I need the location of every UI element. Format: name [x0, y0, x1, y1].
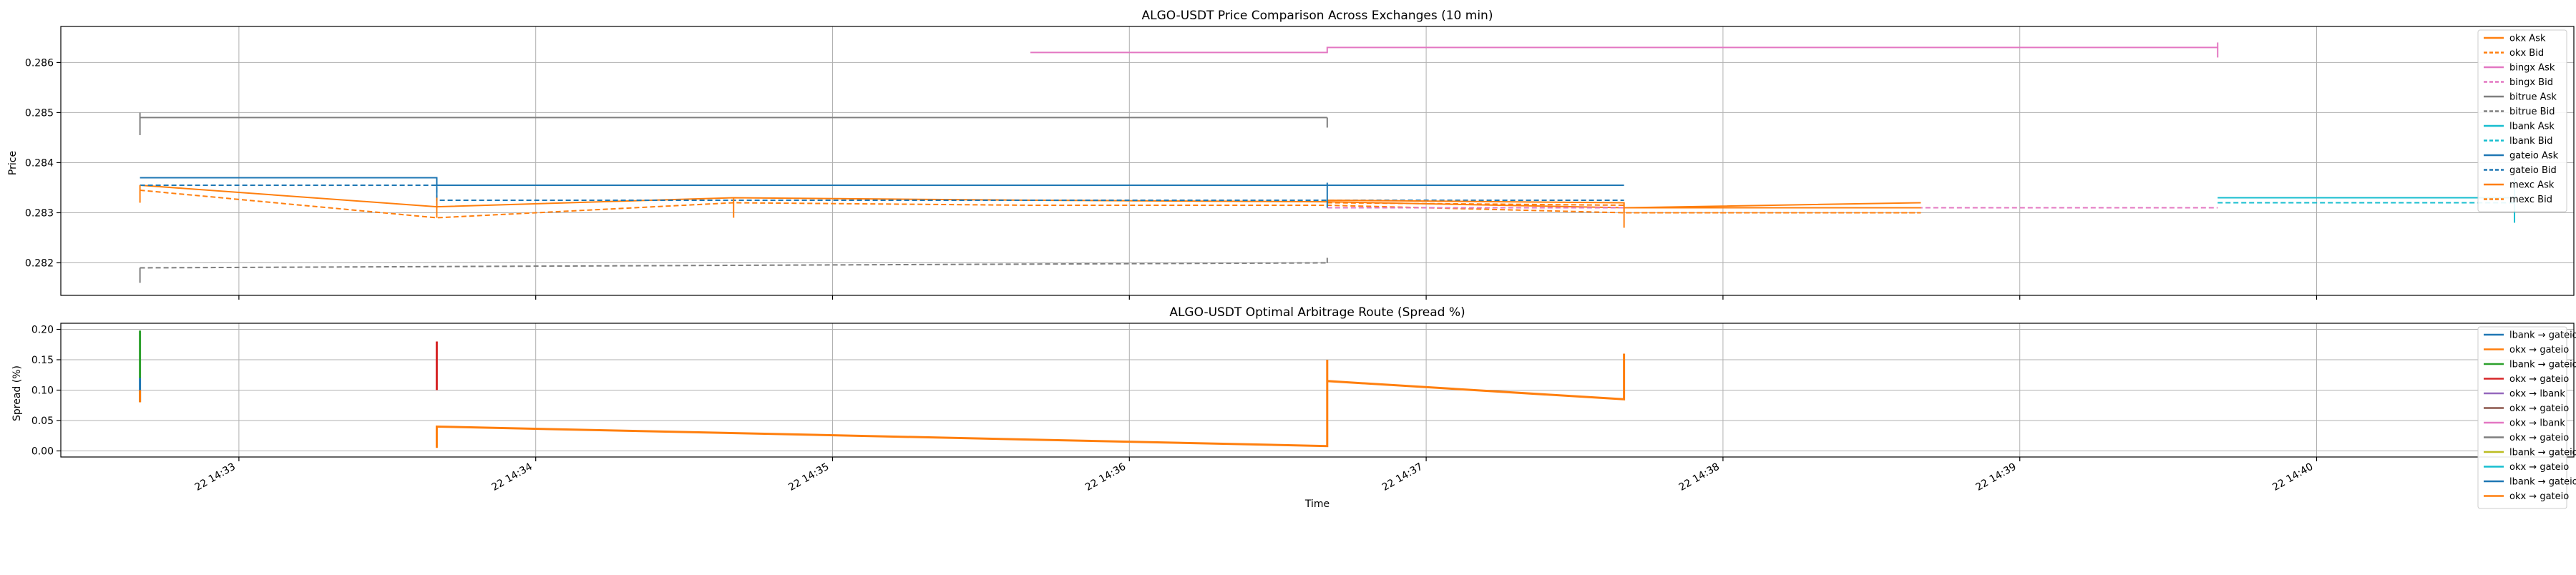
price-chart-legend: okx Ask okx Bid bingx Ask bingx Bid bitrue A… [2477, 29, 2567, 212]
spread-legend-label: lbank → gateio [2509, 477, 2576, 488]
price-y-tick-label: 0.286 [25, 57, 54, 69]
spread-y-tick-label: 0.15 [31, 355, 54, 366]
x-tick-label: 22 14:36 [1083, 461, 1128, 493]
price-y-tick-label: 0.285 [25, 107, 54, 119]
spread-y-tick-label: 0.10 [31, 385, 54, 397]
spread-legend-label: okx → gateio [2509, 374, 2569, 385]
x-tick-label: 22 14:33 [193, 461, 238, 493]
price-legend-label: mexc Bid [2509, 195, 2552, 205]
price-series-line [140, 185, 1921, 209]
spread-legend-label: okx → gateio [2509, 403, 2569, 414]
price-y-tick-label: 0.284 [25, 157, 54, 169]
price-series-line [140, 262, 1327, 269]
price-legend-label: lbank Bid [2509, 136, 2553, 147]
price-legend-label: okx Ask [2509, 34, 2546, 44]
x-tick-label: 22 14:34 [489, 461, 534, 493]
x-tick-label: 22 14:40 [2270, 461, 2315, 493]
spread-chart-series [139, 330, 1626, 448]
price-series-line [140, 177, 1624, 186]
spread-legend-label: lbank → gateio [2509, 330, 2576, 341]
price-chart-panel: ALGO-USDT Price Comparison Across Exchan… [7, 9, 2575, 300]
x-tick-label: 22 14:38 [1677, 461, 1722, 493]
price-legend-label: okx Bid [2509, 48, 2544, 59]
x-tick-label: 22 14:37 [1380, 461, 1425, 493]
spread-legend-label: okx → gateio [2509, 433, 2569, 443]
price-series-line [140, 185, 1624, 201]
price-chart-ylabel: Price [7, 151, 19, 175]
price-legend-label: bingx Ask [2509, 63, 2555, 74]
price-legend-label: lbank Ask [2509, 122, 2555, 132]
price-chart-grid [61, 26, 2574, 295]
x-tick-label: 22 14:39 [1974, 461, 2018, 493]
price-series-line [140, 190, 1921, 219]
spread-y-tick-label: 0.20 [31, 325, 54, 336]
price-chart-series [139, 42, 2516, 283]
spread-legend-label: okx → gateio [2509, 491, 2569, 502]
spread-chart-axes: 22 14:33 22 14:34 22 14:35 22 14:36 22 14:37… [31, 323, 2575, 493]
spread-legend-label: okx → gateio [2509, 462, 2569, 473]
price-legend-label: bingx Bid [2509, 77, 2553, 88]
spread-y-tick-label: 0.05 [31, 416, 54, 427]
spread-y-tick-label: 0.00 [31, 446, 54, 458]
spread-legend-label: okx → lbank [2509, 418, 2565, 429]
spread-legend-label: lbank → gateio [2509, 448, 2576, 458]
spread-chart-title: ALGO-USDT Optimal Arbitrage Route (Sprea… [1169, 305, 1465, 320]
price-legend-label: gateio Ask [2509, 151, 2559, 162]
price-legend-label: gateio Bid [2509, 165, 2557, 176]
price-chart-axes: 0.282 0.283 0.284 0.285 0.286 [25, 26, 2575, 300]
price-legend-label: bitrue Bid [2509, 107, 2555, 117]
spread-chart-grid [61, 323, 2574, 457]
spread-series-line [435, 353, 1626, 448]
price-series-line [1030, 46, 2218, 54]
spread-plot-frame [60, 323, 2575, 458]
price-y-tick-label: 0.283 [25, 207, 54, 219]
price-legend-label: bitrue Ask [2509, 92, 2557, 103]
spread-legend-box [2477, 326, 2567, 509]
price-legend-box [2477, 29, 2567, 212]
spread-legend-label: okx → lbank [2509, 389, 2565, 400]
spread-legend-label: lbank → gateio [2509, 360, 2576, 370]
x-tick-label: 22 14:35 [786, 461, 831, 493]
price-y-tick-label: 0.282 [25, 257, 54, 269]
spread-legend-label: okx → gateio [2509, 345, 2569, 355]
price-chart-title: ALGO-USDT Price Comparison Across Exchan… [1142, 9, 1493, 23]
x-axis-label: Time [1304, 498, 1330, 510]
price-legend-label: mexc Ask [2509, 180, 2555, 191]
price-plot-frame [60, 26, 2575, 296]
spread-chart-legend: lbank → gateio okx → gateio lbank → gateio… [2477, 326, 2576, 509]
spread-chart-ylabel: Spread (%) [11, 365, 23, 421]
spread-chart-panel: ALGO-USDT Optimal Arbitrage Route (Sprea… [11, 305, 2576, 510]
